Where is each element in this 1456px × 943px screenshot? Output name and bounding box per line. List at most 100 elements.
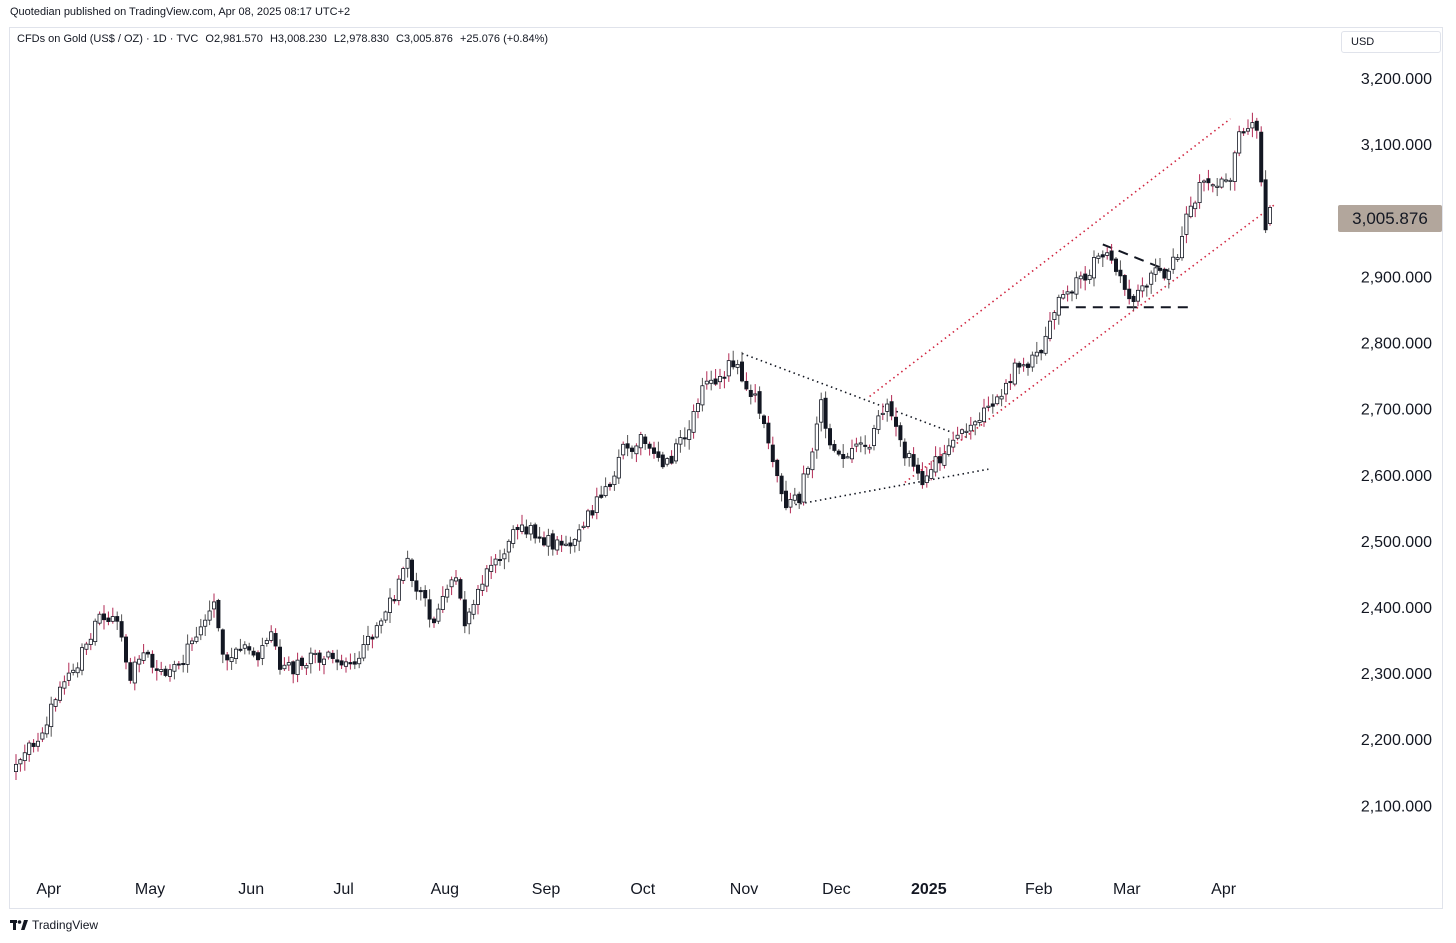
y-axis[interactable]: 2,100.000 2,200.000 2,300.000 2,400.000 2,50…	[1361, 71, 1432, 815]
candle	[436, 603, 441, 625]
candle-body-up	[49, 703, 54, 728]
candle	[172, 660, 177, 680]
candle-body-up	[1004, 382, 1009, 395]
candle-body-up	[387, 597, 392, 613]
x-tick-label: Jun	[238, 881, 264, 898]
candle	[933, 446, 938, 477]
high-value: H3,008.230	[269, 33, 327, 45]
candle-body-down	[559, 540, 564, 546]
candle-body-down	[251, 650, 256, 656]
candle-body-up	[489, 564, 494, 572]
candle	[1012, 358, 1017, 387]
candle	[93, 618, 98, 646]
candle	[652, 441, 657, 459]
candle-body-up	[872, 428, 877, 446]
price-chart[interactable]: 2,100.000 2,200.000 2,300.000 2,400.000 2,50…	[10, 28, 1444, 910]
candle	[145, 649, 150, 658]
candle-body-up	[198, 626, 203, 636]
candle-body-down	[299, 657, 304, 667]
candle-body-down	[330, 652, 335, 659]
trendline-dashed[interactable]	[1102, 243, 1170, 272]
candle-body-up	[1237, 131, 1242, 154]
candle-body-up	[924, 475, 929, 483]
candle-body-up	[1228, 179, 1233, 182]
candle	[1153, 258, 1158, 282]
candle-body-down	[1131, 295, 1136, 302]
symbol-legend[interactable]: CFDs on Gold (US$ / OZ) · 1D · TVC O2,98…	[17, 33, 552, 45]
candle	[445, 584, 450, 603]
candle	[1232, 150, 1237, 191]
candle-body-up	[581, 525, 586, 528]
candle	[779, 473, 784, 502]
candle-body-down	[652, 447, 657, 454]
candle	[225, 652, 230, 671]
candle-body-up	[374, 625, 379, 638]
candle-body-down	[713, 378, 718, 385]
candle-body-up	[132, 661, 137, 684]
publisher-line: Quotedian published on TradingView.com, …	[10, 6, 351, 18]
candle	[841, 444, 846, 468]
trendline-dotted[interactable]	[790, 468, 989, 507]
candle-body-up	[313, 652, 318, 655]
candle-body-down	[1070, 291, 1075, 294]
candle	[27, 740, 32, 762]
candle	[1017, 361, 1022, 375]
candle-body-up	[194, 636, 199, 642]
candle	[40, 727, 45, 743]
candle	[753, 384, 758, 403]
candle-body-up	[440, 595, 445, 610]
candle-body-up	[445, 588, 450, 598]
candle-body-down	[1122, 275, 1127, 290]
trendline-dotted[interactable]	[741, 352, 954, 434]
candle-body-down	[1127, 288, 1132, 300]
candle	[502, 548, 507, 570]
candle	[1034, 341, 1039, 365]
symbol-name[interactable]: CFDs on Gold (US$ / OZ) · 1D · TVC	[17, 33, 199, 45]
y-tick-label: 3,200.000	[1361, 71, 1432, 88]
candle	[1030, 351, 1035, 372]
x-tick-label: Apr	[36, 881, 62, 898]
candle-body-up	[326, 651, 331, 658]
candle-body-up	[1180, 236, 1185, 259]
candle-body-down	[524, 526, 529, 535]
candle-body-down	[599, 494, 604, 498]
candle	[462, 591, 467, 634]
candle-body-down	[1109, 250, 1114, 261]
candle	[946, 438, 951, 457]
trendline-dotted[interactable]	[904, 204, 1275, 484]
candle	[735, 359, 740, 375]
x-tick-label: 2025	[911, 881, 947, 898]
candle-body-up	[18, 759, 23, 765]
candle-body-down	[119, 621, 124, 638]
candle	[198, 618, 203, 641]
candle	[722, 371, 727, 389]
candle-body-down	[392, 599, 397, 602]
candle-body-down	[938, 456, 943, 464]
candle-body-up	[365, 635, 370, 645]
candle-body-up	[453, 577, 458, 582]
candle-body-up	[1153, 267, 1158, 275]
candle	[1092, 250, 1097, 287]
candle-body-up	[264, 640, 269, 644]
x-axis[interactable]: Apr May Jun Jul Aug Sep Oct Nov Dec 2025 Feb Mar Apr	[36, 881, 1236, 898]
candle	[53, 697, 58, 712]
chart-panel[interactable]: 2,100.000 2,200.000 2,300.000 2,400.000 2,50…	[9, 27, 1443, 909]
candle	[159, 661, 164, 676]
candle-body-up	[564, 543, 569, 546]
candle-body-down	[898, 425, 903, 441]
candle-body-up	[819, 399, 824, 423]
candle	[660, 451, 665, 469]
candle	[542, 531, 547, 547]
candle	[524, 519, 529, 539]
candle-body-down	[427, 599, 432, 620]
candle-body-up	[960, 429, 965, 434]
candle-body-up	[709, 379, 714, 384]
candle	[1219, 176, 1224, 189]
candle	[75, 662, 80, 678]
candle	[229, 647, 234, 670]
candle	[1246, 119, 1251, 135]
tradingview-brand[interactable]: TradingView	[10, 918, 98, 932]
trendline-dotted[interactable]	[869, 118, 1231, 398]
candle-body-up	[1065, 291, 1070, 295]
currency-button[interactable]: USD	[1341, 31, 1441, 53]
